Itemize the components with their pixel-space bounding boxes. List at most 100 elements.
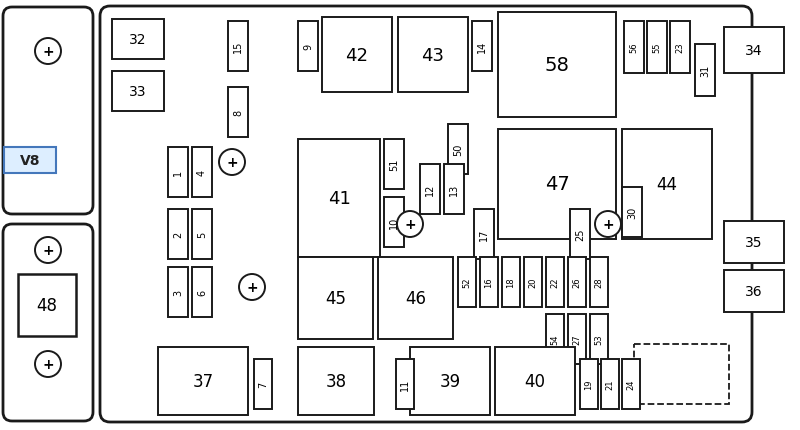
Text: 51: 51 [389,158,399,171]
Bar [298,347,374,415]
Text: 43: 43 [422,46,445,64]
Bar [298,258,373,339]
Text: 30: 30 [627,206,637,218]
Text: +: + [42,243,54,258]
Text: 32: 32 [130,33,146,47]
Bar [192,209,212,259]
Text: 38: 38 [326,372,346,390]
Bar [570,209,590,259]
Bar [168,147,188,197]
Text: 41: 41 [327,190,350,208]
Bar [410,347,490,415]
Bar [398,18,468,93]
Bar [472,22,492,72]
Text: 56: 56 [630,43,638,53]
Bar [18,274,76,336]
Bar [228,22,248,72]
Bar [601,359,619,409]
Bar [624,22,644,74]
Bar [622,359,640,409]
Circle shape [35,237,61,264]
Bar [622,130,712,240]
Text: 37: 37 [193,372,214,390]
Circle shape [595,212,621,237]
Bar [158,347,248,415]
Text: 15: 15 [233,41,243,53]
Text: 18: 18 [506,277,515,288]
Text: 50: 50 [453,144,463,156]
Bar [498,130,616,240]
Bar [444,165,464,215]
Bar [502,258,520,307]
Text: 5: 5 [197,231,207,237]
Text: 23: 23 [675,43,685,53]
Bar [590,258,608,307]
Bar [724,221,784,264]
Bar [480,258,498,307]
Bar [168,209,188,259]
Bar [568,258,586,307]
Text: V8: V8 [20,154,40,168]
Text: 3: 3 [173,289,183,295]
Bar [458,258,476,307]
Bar [546,258,564,307]
Text: 46: 46 [405,289,426,307]
Text: 39: 39 [439,372,461,390]
Text: 26: 26 [573,277,582,288]
Text: 24: 24 [626,379,635,389]
Text: +: + [42,45,54,59]
Text: +: + [246,280,258,294]
Bar [384,197,404,247]
Text: 52: 52 [462,277,471,288]
Text: 36: 36 [745,284,763,298]
Text: 44: 44 [657,175,678,194]
Bar [546,314,564,364]
Text: 53: 53 [594,334,603,344]
Bar [634,344,729,404]
Text: 9: 9 [303,44,313,50]
FancyBboxPatch shape [100,7,752,422]
Text: 27: 27 [573,334,582,344]
Bar [4,147,56,174]
Circle shape [239,274,265,300]
Text: 17: 17 [479,228,489,241]
Text: +: + [42,357,54,371]
Bar [396,359,414,409]
Bar [322,18,392,93]
Bar [168,267,188,317]
Bar [580,359,598,409]
Text: 25: 25 [575,228,585,241]
Bar [695,45,715,97]
Text: 47: 47 [545,175,570,194]
Text: 21: 21 [606,379,614,389]
Text: 13: 13 [449,184,459,196]
Text: 10: 10 [389,216,399,229]
Text: 4: 4 [197,169,207,175]
Text: 12: 12 [425,183,435,196]
Bar [498,13,616,118]
Bar [192,267,212,317]
Text: 34: 34 [746,44,762,58]
Text: +: + [226,156,238,169]
FancyBboxPatch shape [3,224,93,421]
Bar [724,28,784,74]
Circle shape [219,150,245,175]
Text: 42: 42 [346,46,369,64]
Bar [112,72,164,112]
Text: 33: 33 [130,85,146,99]
Text: 31: 31 [700,65,710,77]
Text: +: + [404,218,416,231]
Text: 14: 14 [477,41,487,53]
Bar [647,22,667,74]
Text: 2: 2 [173,231,183,237]
Bar [495,347,575,415]
FancyBboxPatch shape [3,8,93,215]
Bar [524,258,542,307]
Bar [228,88,248,138]
Bar [192,147,212,197]
Bar [298,22,318,72]
Bar [568,314,586,364]
Bar [378,258,453,339]
Text: 22: 22 [550,277,559,288]
Text: 48: 48 [37,296,58,314]
